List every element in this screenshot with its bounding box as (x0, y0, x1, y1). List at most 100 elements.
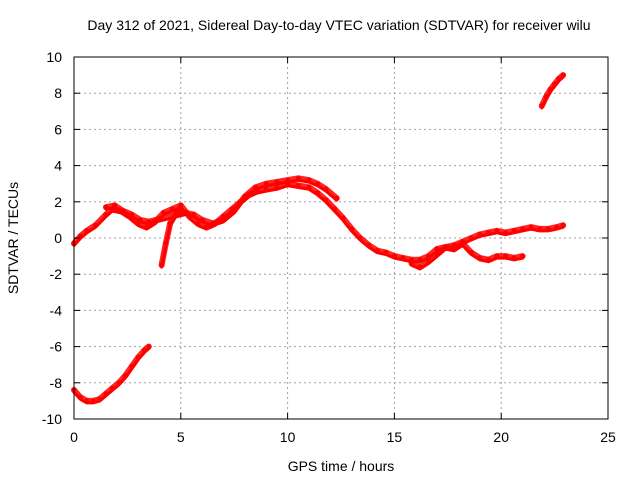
series-lower-late-point (451, 246, 457, 252)
series-main-point (295, 183, 301, 188)
y-tick-label: 2 (54, 194, 62, 210)
series-lower-late-point (485, 257, 491, 263)
series-upper-band-point (221, 217, 226, 223)
series-lower-late-point (426, 259, 432, 264)
series-upper-band-point (103, 204, 109, 210)
series-low-start-point (122, 373, 128, 379)
y-axis-label: SDTVAR / TECUs (5, 182, 21, 294)
series-upper-band-point (306, 177, 312, 183)
series-lower-late-point (503, 253, 508, 259)
series-upper-band-line (103, 175, 340, 227)
y-tick-label: 10 (46, 49, 62, 65)
series-main-point (340, 215, 346, 221)
series-low-start-point (146, 344, 152, 350)
series-main-point (537, 226, 543, 232)
series-recovery-point (159, 262, 165, 268)
series-main-point (545, 226, 551, 232)
x-tick-label: 15 (387, 429, 403, 445)
series-low-start-point (97, 396, 103, 402)
series-lower-late-point (477, 255, 483, 261)
series-lower-late-point (494, 253, 500, 259)
series-upper-band-point (182, 210, 188, 216)
series-main-point (520, 226, 526, 232)
series-main-point (77, 233, 83, 239)
chart-title: Day 312 of 2021, Sidereal Day-to-day VTE… (87, 17, 590, 33)
series-main-point (274, 184, 280, 190)
series-main-point (203, 224, 209, 230)
series-main-point (144, 224, 150, 230)
series-upper-band-point (146, 219, 152, 225)
series-main-point (391, 253, 397, 259)
series-main-point (511, 228, 517, 234)
x-axis-label: GPS time / hours (288, 458, 395, 474)
series-upper-band-point (334, 195, 340, 201)
series-main-point (306, 184, 312, 190)
series-upper-band-point (285, 177, 291, 183)
series-upper-band-point (231, 208, 237, 214)
series-upper-band-point (210, 221, 216, 226)
series-main-point (528, 224, 534, 230)
series-main-point (554, 224, 560, 230)
series-lower-late-point (443, 244, 449, 250)
series-low-start-point (129, 364, 135, 369)
series-main-point (400, 255, 406, 261)
y-tick-label: -10 (42, 411, 62, 427)
series-main-point (366, 242, 372, 248)
series-main-point (503, 230, 508, 236)
series-low-start-point (90, 398, 96, 404)
series-low-start-point (142, 347, 147, 353)
series-upper-band-point (295, 175, 301, 181)
series-layer (71, 72, 567, 405)
series-main-point (92, 222, 98, 228)
series-upper-band-point (253, 184, 259, 190)
series-recovery-point (163, 240, 169, 246)
x-tick-label: 5 (177, 429, 185, 445)
series-low-start-point (103, 391, 109, 397)
y-tick-label: 8 (54, 85, 62, 101)
series-main-point (349, 226, 355, 232)
series-upper-band-point (323, 186, 329, 192)
series-lower-late-point (520, 253, 526, 259)
series-main-point (485, 230, 491, 236)
series-main-point (161, 210, 167, 216)
series-main-point (383, 250, 389, 255)
series-upper-band-point (129, 212, 135, 217)
series-lower-late-point (434, 251, 440, 257)
x-tick-label: 20 (493, 429, 509, 445)
series-main-point (178, 202, 184, 208)
series-low-start-point (135, 355, 141, 360)
series-main-point (332, 206, 338, 212)
series-low-start-point (116, 380, 122, 386)
series-high-end-point (539, 103, 545, 109)
y-tick-label: 6 (54, 121, 62, 137)
series-main-point (477, 231, 483, 237)
x-tick-label: 0 (70, 429, 78, 445)
series-recovery-point (167, 221, 173, 226)
series-upper-band-line (104, 178, 339, 227)
y-tick-label: -6 (50, 339, 63, 355)
series-main-point (195, 221, 201, 226)
ticks: 0 5 10 15 20 25 -10 -8 -6 -4 -2 0 2 4 6 8 10 (42, 49, 616, 445)
x-tick-label: 10 (280, 429, 296, 445)
series-upper-band-point (263, 181, 269, 187)
series-upper-band-point (191, 212, 197, 217)
series-lower-late-point (511, 255, 517, 261)
series-upper-band-point (242, 193, 248, 199)
series-high-end-point (560, 72, 566, 78)
grid (74, 57, 608, 419)
series-main-point (560, 222, 566, 228)
series-main-point (84, 228, 90, 234)
series-high-end-line (540, 75, 565, 110)
series-upper-band-point (137, 217, 143, 223)
series-main-point (468, 235, 474, 241)
series-low-start-point (109, 385, 115, 391)
series-lower-late-point (409, 260, 414, 266)
y-tick-label: -8 (50, 375, 63, 391)
series-main-point (315, 190, 320, 196)
series-main-line (72, 184, 565, 264)
series-main-point (323, 197, 329, 203)
series-high-end-point (556, 76, 562, 82)
series-high-end-point (543, 94, 549, 100)
series-low-start-point (84, 398, 90, 404)
